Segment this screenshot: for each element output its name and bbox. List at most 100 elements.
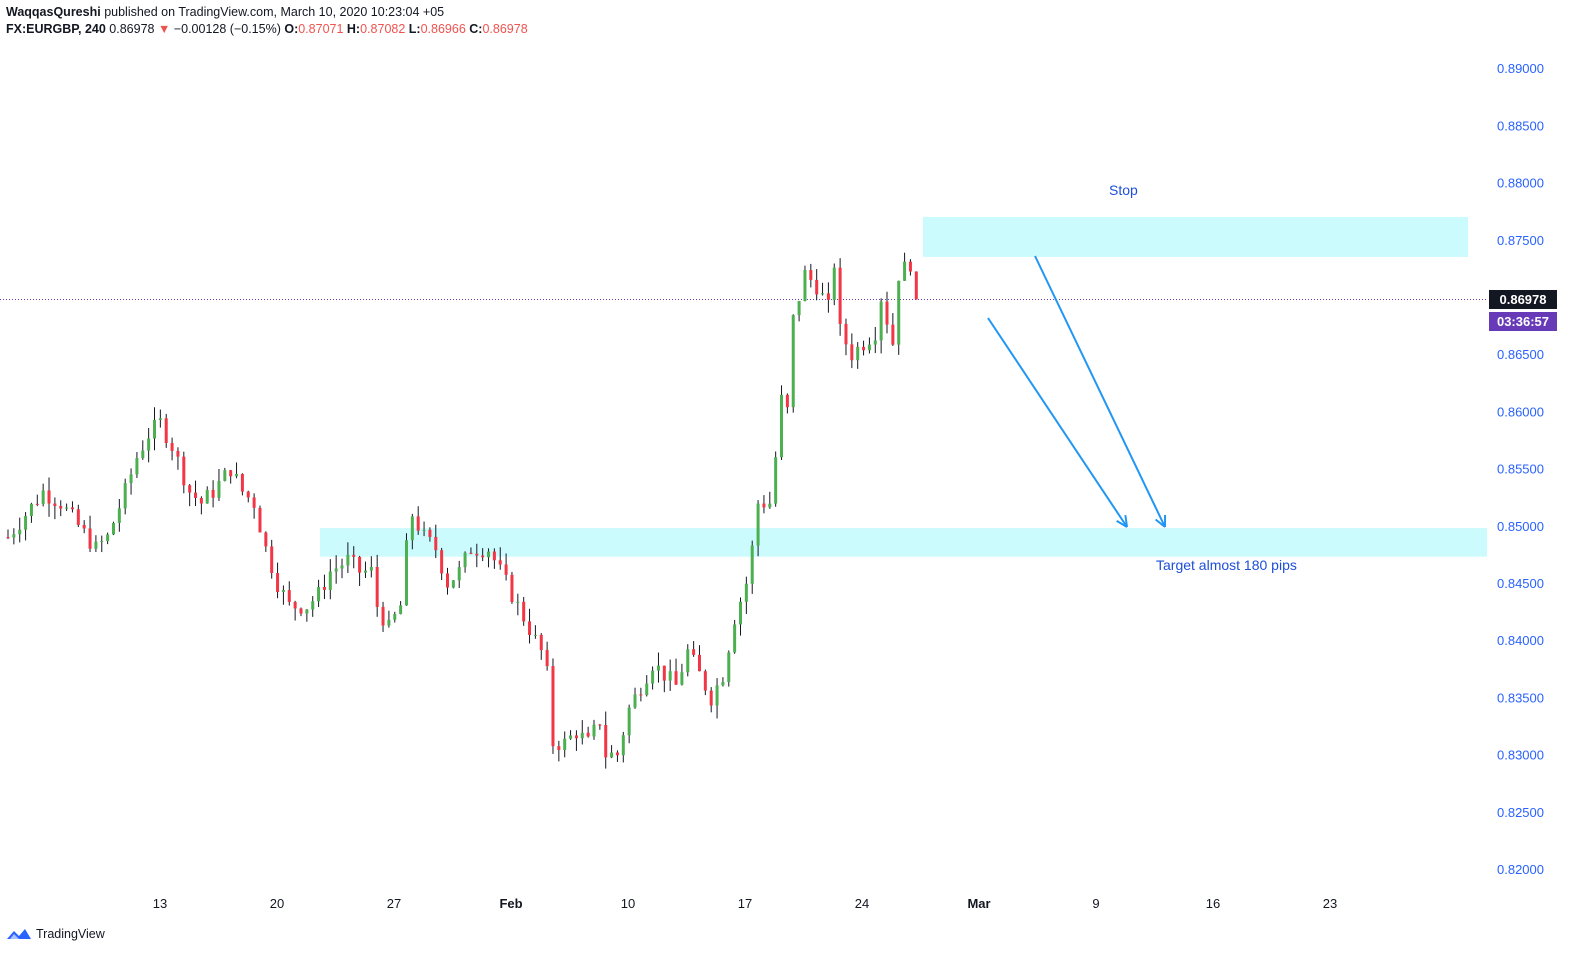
- candle[interactable]: [815, 269, 819, 301]
- candle[interactable]: [533, 625, 537, 639]
- candle[interactable]: [821, 282, 825, 296]
- candle[interactable]: [809, 263, 813, 288]
- candle[interactable]: [281, 585, 285, 605]
- candle[interactable]: [299, 607, 303, 617]
- candle[interactable]: [153, 407, 156, 451]
- candle[interactable]: [838, 258, 842, 336]
- candle[interactable]: [434, 524, 438, 559]
- candle[interactable]: [258, 505, 262, 533]
- candle[interactable]: [639, 687, 643, 702]
- candle[interactable]: [205, 486, 209, 504]
- candle[interactable]: [270, 539, 274, 579]
- candle[interactable]: [721, 677, 725, 687]
- candle[interactable]: [135, 452, 139, 479]
- candle[interactable]: [293, 600, 297, 621]
- candle[interactable]: [697, 645, 701, 672]
- candle[interactable]: [528, 608, 532, 644]
- candle[interactable]: [832, 263, 836, 306]
- candle[interactable]: [381, 601, 385, 632]
- candle[interactable]: [756, 500, 760, 557]
- candle[interactable]: [522, 596, 526, 626]
- candle[interactable]: [856, 342, 860, 369]
- candle[interactable]: [317, 579, 321, 608]
- candle[interactable]: [844, 318, 848, 356]
- candle[interactable]: [88, 515, 92, 553]
- candle[interactable]: [106, 532, 110, 545]
- candle[interactable]: [733, 619, 737, 654]
- candle[interactable]: [334, 555, 338, 584]
- candle[interactable]: [656, 652, 660, 683]
- candle[interactable]: [510, 571, 514, 604]
- candle[interactable]: [47, 477, 51, 517]
- candle[interactable]: [903, 252, 907, 281]
- candle[interactable]: [164, 413, 168, 448]
- candle[interactable]: [668, 659, 672, 691]
- candle[interactable]: [229, 469, 233, 484]
- candle[interactable]: [70, 501, 74, 513]
- candle[interactable]: [276, 562, 280, 599]
- candle[interactable]: [897, 280, 901, 355]
- candle[interactable]: [481, 548, 485, 562]
- candle[interactable]: [129, 468, 133, 495]
- candle[interactable]: [311, 596, 315, 617]
- candle[interactable]: [182, 451, 186, 494]
- candle[interactable]: [674, 658, 678, 685]
- candle[interactable]: [580, 720, 584, 745]
- candle[interactable]: [469, 547, 473, 555]
- candle[interactable]: [235, 462, 239, 479]
- candle[interactable]: [785, 393, 789, 414]
- candle[interactable]: [891, 313, 895, 346]
- candle[interactable]: [768, 491, 772, 509]
- candle[interactable]: [862, 340, 866, 356]
- candle[interactable]: [100, 535, 104, 553]
- candle[interactable]: [404, 533, 408, 606]
- candle[interactable]: [686, 644, 690, 677]
- candle[interactable]: [797, 300, 801, 322]
- candle[interactable]: [6, 529, 10, 540]
- candle[interactable]: [715, 678, 719, 719]
- candle[interactable]: [744, 576, 748, 614]
- candle[interactable]: [516, 593, 520, 616]
- candle[interactable]: [217, 468, 221, 501]
- candle[interactable]: [762, 495, 766, 514]
- candle[interactable]: [322, 574, 326, 600]
- candle[interactable]: [82, 520, 86, 534]
- candle[interactable]: [375, 554, 379, 617]
- zone-rect[interactable]: [923, 216, 1468, 257]
- candle[interactable]: [563, 731, 567, 758]
- candle[interactable]: [65, 503, 69, 511]
- candle[interactable]: [709, 687, 713, 713]
- candle[interactable]: [328, 559, 332, 600]
- candle[interactable]: [53, 497, 57, 520]
- candle[interactable]: [264, 531, 268, 552]
- footer-brand[interactable]: TradingView: [6, 927, 105, 941]
- candle[interactable]: [440, 547, 444, 581]
- candle[interactable]: [24, 512, 28, 541]
- candle[interactable]: [410, 513, 414, 550]
- candle[interactable]: [739, 597, 742, 636]
- candle[interactable]: [463, 551, 467, 573]
- candle[interactable]: [223, 467, 227, 482]
- candle[interactable]: [12, 528, 16, 545]
- author-name[interactable]: WaqqasQureshi: [6, 5, 101, 19]
- candle[interactable]: [59, 500, 63, 517]
- candle[interactable]: [29, 502, 33, 523]
- candle[interactable]: [780, 385, 784, 460]
- candle[interactable]: [352, 546, 356, 569]
- candle[interactable]: [147, 427, 151, 463]
- candle[interactable]: [199, 496, 203, 515]
- candle[interactable]: [914, 271, 918, 300]
- candle[interactable]: [680, 663, 684, 686]
- candle[interactable]: [873, 326, 877, 354]
- candle[interactable]: [574, 730, 578, 751]
- candle[interactable]: [158, 409, 162, 428]
- candle[interactable]: [569, 730, 573, 740]
- candle[interactable]: [287, 581, 291, 606]
- candle[interactable]: [346, 542, 350, 573]
- candle[interactable]: [117, 498, 121, 532]
- candle[interactable]: [387, 610, 391, 628]
- candle[interactable]: [428, 527, 432, 542]
- candle[interactable]: [791, 314, 795, 413]
- candle[interactable]: [76, 504, 80, 528]
